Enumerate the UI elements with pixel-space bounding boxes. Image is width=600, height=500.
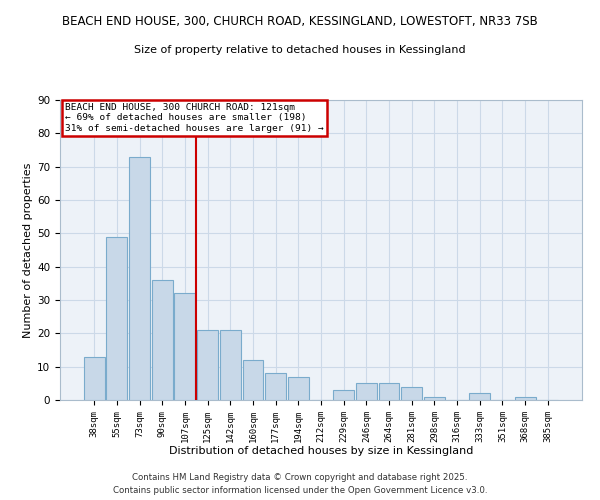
Text: Contains public sector information licensed under the Open Government Licence v3: Contains public sector information licen… (113, 486, 487, 495)
Bar (424, 396, 445, 400)
Bar (401, 386, 422, 400)
Bar (106, 236, 127, 400)
Bar (220, 330, 241, 400)
Bar (152, 280, 173, 400)
X-axis label: Distribution of detached houses by size in Kessingland: Distribution of detached houses by size … (169, 446, 473, 456)
Text: BEACH END HOUSE, 300 CHURCH ROAD: 121sqm
← 69% of detached houses are smaller (1: BEACH END HOUSE, 300 CHURCH ROAD: 121sqm… (65, 103, 324, 133)
Text: BEACH END HOUSE, 300, CHURCH ROAD, KESSINGLAND, LOWESTOFT, NR33 7SB: BEACH END HOUSE, 300, CHURCH ROAD, KESSI… (62, 15, 538, 28)
Bar (356, 384, 377, 400)
Bar (197, 330, 218, 400)
Bar (175, 294, 196, 400)
Text: Size of property relative to detached houses in Kessingland: Size of property relative to detached ho… (134, 45, 466, 55)
Bar (515, 396, 536, 400)
Bar (84, 356, 104, 400)
Bar (242, 360, 263, 400)
Bar (469, 394, 490, 400)
Bar (288, 376, 309, 400)
Text: Contains HM Land Registry data © Crown copyright and database right 2025.: Contains HM Land Registry data © Crown c… (132, 472, 468, 482)
Y-axis label: Number of detached properties: Number of detached properties (23, 162, 33, 338)
Bar (265, 374, 286, 400)
Bar (379, 384, 400, 400)
Bar (129, 156, 150, 400)
Bar (333, 390, 354, 400)
